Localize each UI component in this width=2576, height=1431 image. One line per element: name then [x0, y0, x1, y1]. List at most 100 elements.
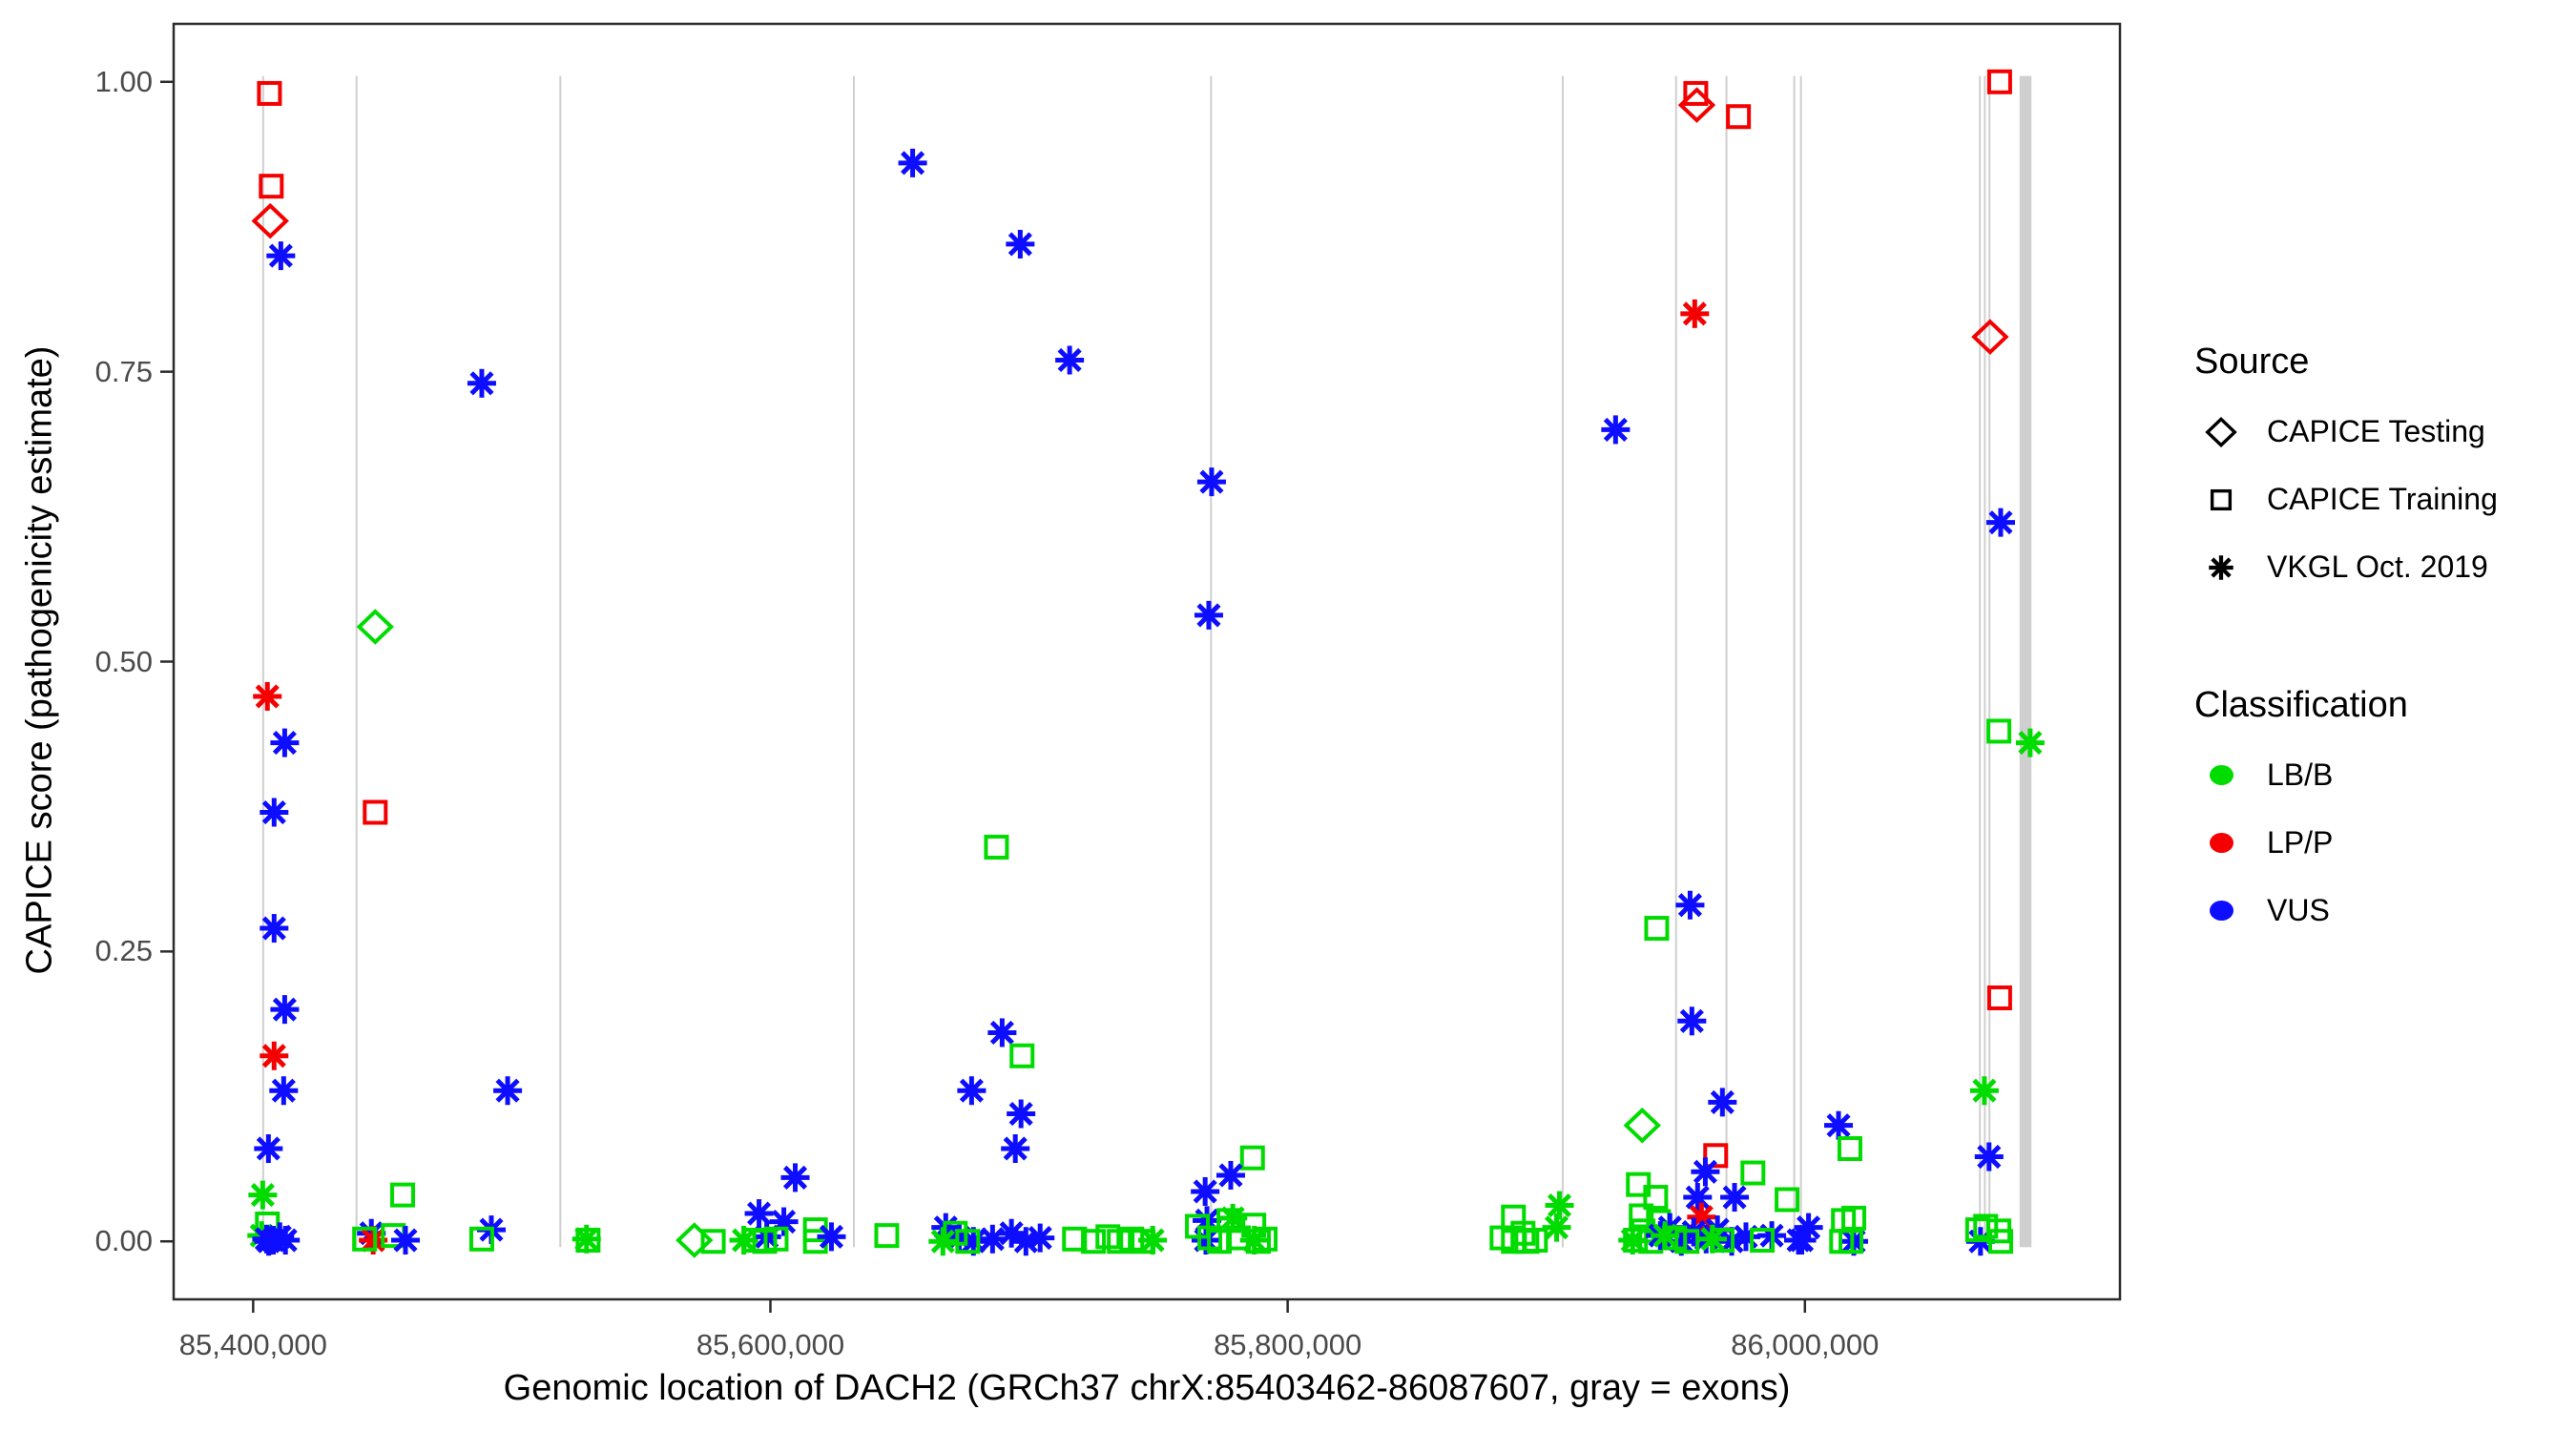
legend-item-label: LP/P: [2267, 825, 2334, 860]
data-point: [493, 1076, 523, 1106]
data-point: [391, 1226, 421, 1255]
red-dot-icon: [2194, 833, 2248, 853]
data-point: [943, 1220, 968, 1246]
legend-source-title: Source: [2194, 342, 2310, 382]
data-point: [260, 1041, 289, 1070]
data-point: [874, 1223, 900, 1249]
blue-dot-icon: [2194, 901, 2248, 921]
data-point: [1601, 415, 1631, 445]
data-point: [1787, 1226, 1817, 1255]
data-point: [1683, 1183, 1713, 1213]
data-point: [1239, 1226, 1269, 1255]
x-tick-label: 85,600,000: [696, 1328, 845, 1361]
legend-classification-title: Classification: [2194, 685, 2408, 725]
legend-item-capice-training: CAPICE Training: [2194, 466, 2498, 533]
data-point: [1985, 508, 2015, 537]
data-point: [1824, 1110, 1854, 1140]
data-point: [2015, 728, 2045, 757]
data-point: [1643, 1185, 1669, 1211]
data-point: [1964, 1217, 1990, 1243]
data-point: [1216, 1160, 1246, 1190]
data-point: [1677, 87, 1716, 123]
data-point: [1971, 319, 2009, 355]
exon-band: [559, 75, 562, 1248]
data-point: [390, 1182, 416, 1208]
data-point: [957, 1076, 987, 1106]
legend-item-lpp: LP/P: [2194, 809, 2408, 877]
data-point: [254, 1133, 283, 1163]
exon-band: [1979, 75, 1982, 1248]
data-point: [780, 1163, 810, 1192]
data-point: [1055, 345, 1085, 375]
data-point: [1138, 1226, 1168, 1255]
data-point: [1703, 1143, 1729, 1169]
legend-item-capice-testing: CAPICE Testing: [2194, 398, 2498, 466]
data-point: [352, 1226, 378, 1252]
data-point: [1973, 1213, 1999, 1239]
y-tick-label: 0.50: [94, 644, 153, 678]
diamond-marker-icon: [2194, 411, 2248, 453]
data-point: [1675, 890, 1705, 920]
exon-band: [1561, 75, 1564, 1248]
data-point: [1837, 1135, 1862, 1161]
data-point: [1974, 1142, 2004, 1172]
legend-item-label: CAPICE Testing: [2267, 414, 2485, 448]
data-point: [1194, 600, 1223, 630]
data-point: [1001, 1133, 1030, 1163]
data-point: [898, 148, 927, 177]
data-point: [1691, 1157, 1720, 1187]
data-point: [1698, 1224, 1728, 1254]
square-marker-icon: [2194, 479, 2248, 521]
data-point: [1969, 1076, 1999, 1106]
data-point: [928, 1227, 958, 1256]
exon-band: [1210, 75, 1213, 1248]
data-point: [1006, 229, 1035, 259]
data-point: [1674, 1229, 1700, 1255]
data-point: [359, 1226, 388, 1255]
data-point: [266, 241, 296, 271]
data-point: [1677, 1006, 1707, 1036]
data-point: [259, 174, 284, 199]
y-tick-label: 1.00: [94, 64, 153, 98]
data-point: [1680, 299, 1710, 328]
data-point: [1750, 1228, 1776, 1254]
exon-band: [261, 75, 264, 1248]
x-axis-title: Genomic location of DACH2 (GRCh37 chrX:8…: [503, 1368, 1791, 1408]
y-tick-label: 0.25: [94, 934, 153, 968]
data-point: [269, 1076, 299, 1106]
data-point: [1708, 1088, 1737, 1117]
data-point: [248, 1180, 278, 1210]
data-point: [1986, 985, 2012, 1010]
data-point: [675, 1222, 714, 1258]
data-point: [987, 1018, 1017, 1047]
data-point: [1107, 1229, 1132, 1255]
data-point: [1740, 1160, 1766, 1186]
data-point: [254, 1227, 283, 1256]
legend-source: Source CAPICE Testing CAPICE Training VK…: [2194, 342, 2498, 601]
data-point: [270, 728, 300, 757]
data-point: [1829, 1229, 1855, 1255]
data-point: [1720, 1183, 1750, 1213]
data-point: [744, 1199, 774, 1229]
x-tick-label: 85,400,000: [178, 1328, 327, 1361]
legend-item-lbb: LB/B: [2194, 741, 2408, 809]
exon-band: [852, 75, 855, 1248]
data-point: [1623, 1228, 1649, 1254]
legend-item-vkgl: VKGL Oct. 2019: [2194, 533, 2498, 601]
x-tick-label: 85,800,000: [1214, 1328, 1362, 1361]
legend-item-label: VUS: [2267, 893, 2330, 927]
data-point: [984, 834, 1009, 860]
data-point: [575, 1228, 601, 1254]
data-point: [700, 1229, 726, 1255]
data-point: [260, 914, 289, 944]
y-tick-label: 0.00: [94, 1224, 153, 1258]
data-point: [1629, 1203, 1654, 1229]
y-tick-label: 0.75: [94, 354, 153, 388]
data-point: [1683, 80, 1709, 106]
data-point: [1726, 104, 1752, 130]
data-point: [270, 995, 300, 1025]
exon-band: [1793, 75, 1796, 1248]
exon-band: [1674, 75, 1677, 1248]
data-point: [997, 1218, 1027, 1248]
data-point: [1007, 1099, 1036, 1129]
